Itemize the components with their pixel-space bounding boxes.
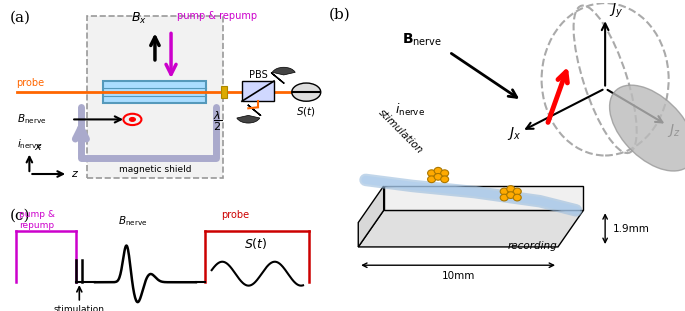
Circle shape [440,170,449,177]
Text: $B_{\rm nerve}$: $B_{\rm nerve}$ [118,214,148,228]
Text: 10mm: 10mm [441,271,475,281]
Text: 1.9mm: 1.9mm [612,224,649,234]
Circle shape [434,174,442,180]
Circle shape [440,176,449,183]
Wedge shape [237,115,260,123]
Circle shape [129,118,136,121]
Circle shape [427,170,436,177]
Text: $B_{\rm nerve}$: $B_{\rm nerve}$ [16,113,46,126]
Text: $i_{\rm nerve}$: $i_{\rm nerve}$ [16,137,42,151]
Text: (a): (a) [10,10,31,24]
Text: pump &
repump: pump & repump [19,210,55,230]
Circle shape [507,186,514,193]
Bar [242,81,274,101]
Wedge shape [272,67,295,75]
Text: $\dfrac{\lambda}{2}$: $\dfrac{\lambda}{2}$ [213,109,223,133]
Text: $S(t)$: $S(t)$ [244,236,268,251]
Bar [103,81,206,103]
Circle shape [507,192,514,198]
Text: (b): (b) [329,8,351,22]
Text: stimulation: stimulation [376,107,425,156]
Text: recording: recording [508,241,558,251]
Text: $S(t)$: $S(t)$ [297,105,316,118]
Polygon shape [358,210,584,247]
Text: $\mathbf{B}_{\rm nerve}$: $\mathbf{B}_{\rm nerve}$ [402,31,442,48]
Text: stimulation: stimulation [54,305,105,311]
Circle shape [513,194,521,201]
Polygon shape [358,186,384,247]
Polygon shape [384,186,584,210]
Text: $J_z$: $J_z$ [667,122,680,139]
Ellipse shape [610,85,685,171]
Text: (c): (c) [10,209,31,223]
Text: PBS: PBS [249,70,267,80]
Circle shape [500,188,508,195]
Text: $J_y$: $J_y$ [609,2,623,20]
Circle shape [434,167,442,174]
Bar [87,16,223,178]
Circle shape [427,176,436,183]
Circle shape [500,194,508,201]
Text: $x$: $x$ [34,142,43,152]
Text: pump & repump: pump & repump [177,11,258,21]
Bar [221,86,227,98]
Text: $B_x$: $B_x$ [131,11,147,26]
Text: probe: probe [221,210,249,220]
Text: $J_x$: $J_x$ [507,125,521,142]
Text: $z$: $z$ [71,169,79,179]
Text: $i_{\rm nerve}$: $i_{\rm nerve}$ [395,102,425,118]
Text: probe: probe [16,78,45,88]
Circle shape [513,188,521,195]
Circle shape [292,83,321,101]
Text: magnetic shield: magnetic shield [119,165,191,174]
